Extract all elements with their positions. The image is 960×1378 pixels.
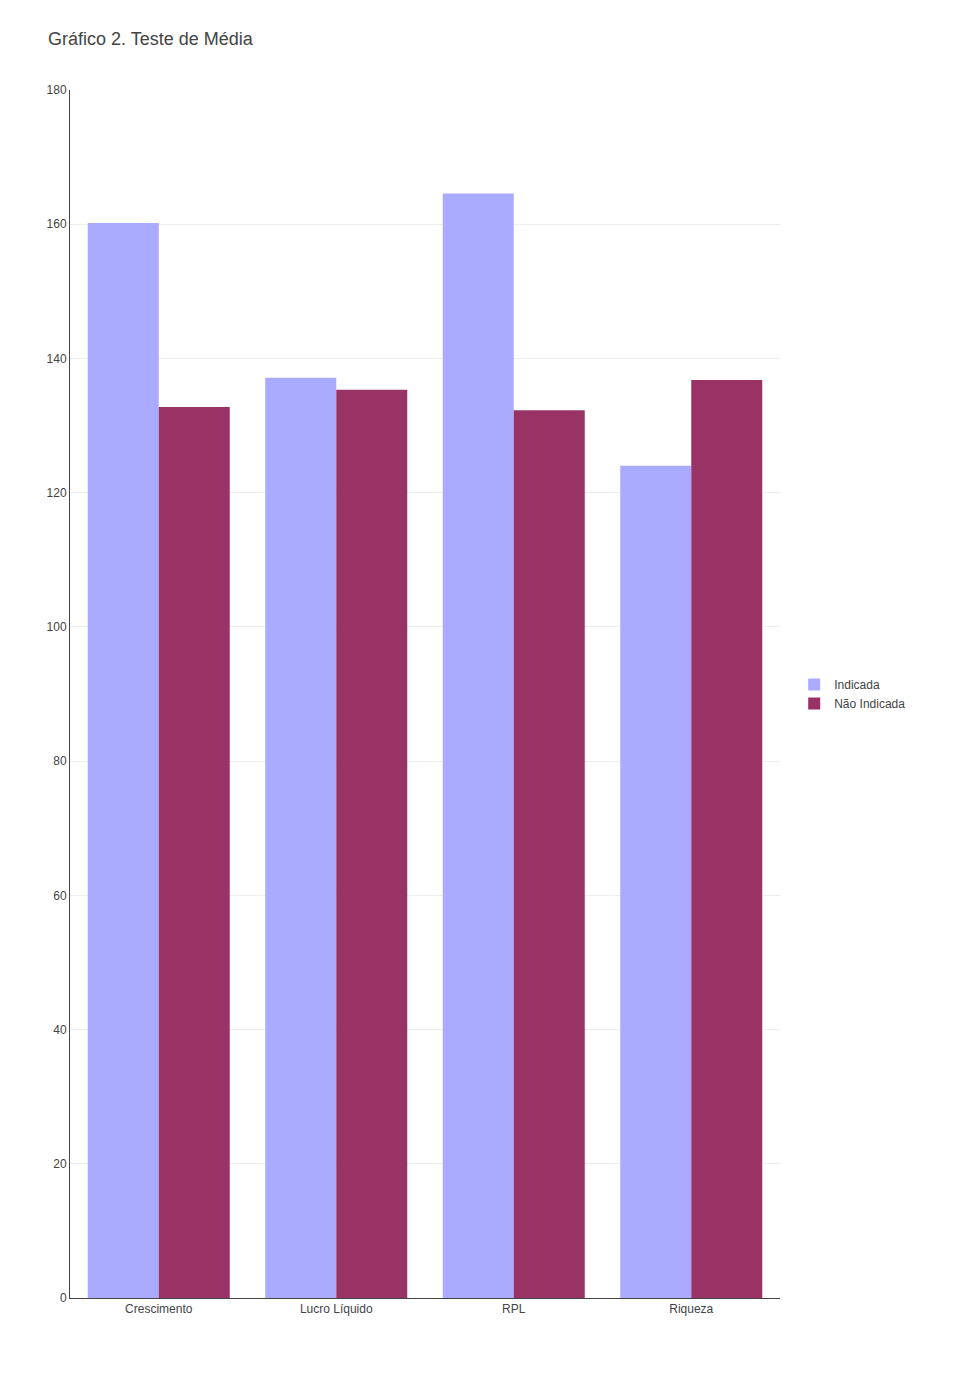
svg-text:Gráfico 2. Teste de Média: Gráfico 2. Teste de Média: [48, 29, 254, 49]
svg-text:180: 180: [47, 83, 67, 97]
svg-text:40: 40: [53, 1023, 67, 1037]
svg-text:RPL: RPL: [502, 1302, 526, 1316]
svg-text:140: 140: [47, 352, 67, 366]
svg-text:60: 60: [53, 889, 67, 903]
svg-text:Riqueza: Riqueza: [669, 1302, 713, 1316]
svg-text:80: 80: [53, 754, 67, 768]
svg-text:Crescimento: Crescimento: [125, 1302, 193, 1316]
svg-text:0: 0: [60, 1291, 67, 1305]
svg-text:20: 20: [53, 1157, 67, 1171]
svg-text:120: 120: [47, 486, 67, 500]
svg-text:160: 160: [47, 217, 67, 231]
svg-text:Lucro Líquido: Lucro Líquido: [300, 1302, 373, 1316]
svg-text:Indicada: Indicada: [834, 678, 880, 692]
svg-text:100: 100: [47, 620, 67, 634]
svg-text:Não Indicada: Não Indicada: [834, 697, 905, 711]
